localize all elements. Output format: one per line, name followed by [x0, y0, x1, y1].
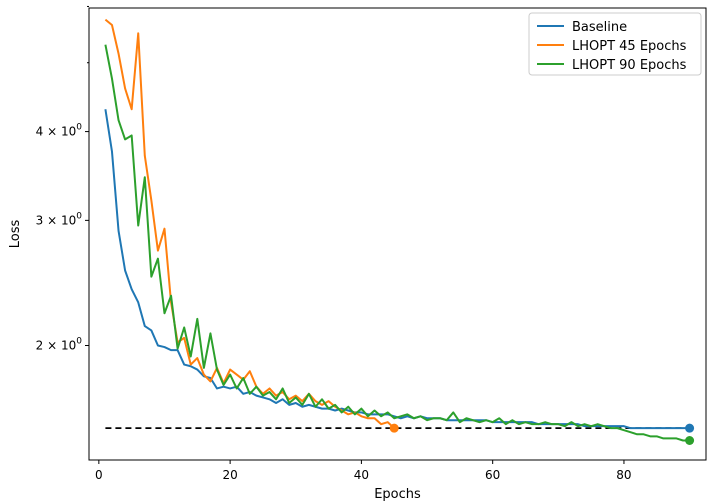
y-tick-label: 2 × 100	[36, 336, 83, 352]
x-tick-label: 0	[95, 468, 103, 482]
series-endpoint-2	[685, 436, 695, 446]
y-axis-label: Loss	[8, 220, 23, 249]
series-line-1	[104, 18, 395, 429]
series-line-2	[104, 44, 690, 442]
plot-content	[104, 18, 695, 446]
series-endpoint-1	[389, 423, 399, 433]
legend-label: LHOPT 45 Epochs	[572, 39, 687, 54]
x-tick-label: 80	[616, 468, 631, 482]
axes: 0 20 40 60 80 2 × 100 3 × 100 4 × 100	[36, 5, 632, 482]
y-tick-label: 4 × 100	[36, 123, 83, 139]
legend-label: Baseline	[572, 20, 627, 35]
x-tick-label: 20	[222, 468, 237, 482]
y-tick-label: 3 × 100	[36, 211, 83, 227]
legend-label: LHOPT 90 Epochs	[572, 58, 687, 73]
plot-frame	[88, 7, 707, 461]
legend: Baseline LHOPT 45 Epochs LHOPT 90 Epochs	[528, 12, 702, 76]
x-tick-label: 40	[354, 468, 369, 482]
x-tick-label: 60	[485, 468, 500, 482]
series-endpoint-0	[685, 423, 695, 433]
x-axis-label: Epochs	[374, 487, 421, 502]
legend-box	[528, 12, 702, 76]
